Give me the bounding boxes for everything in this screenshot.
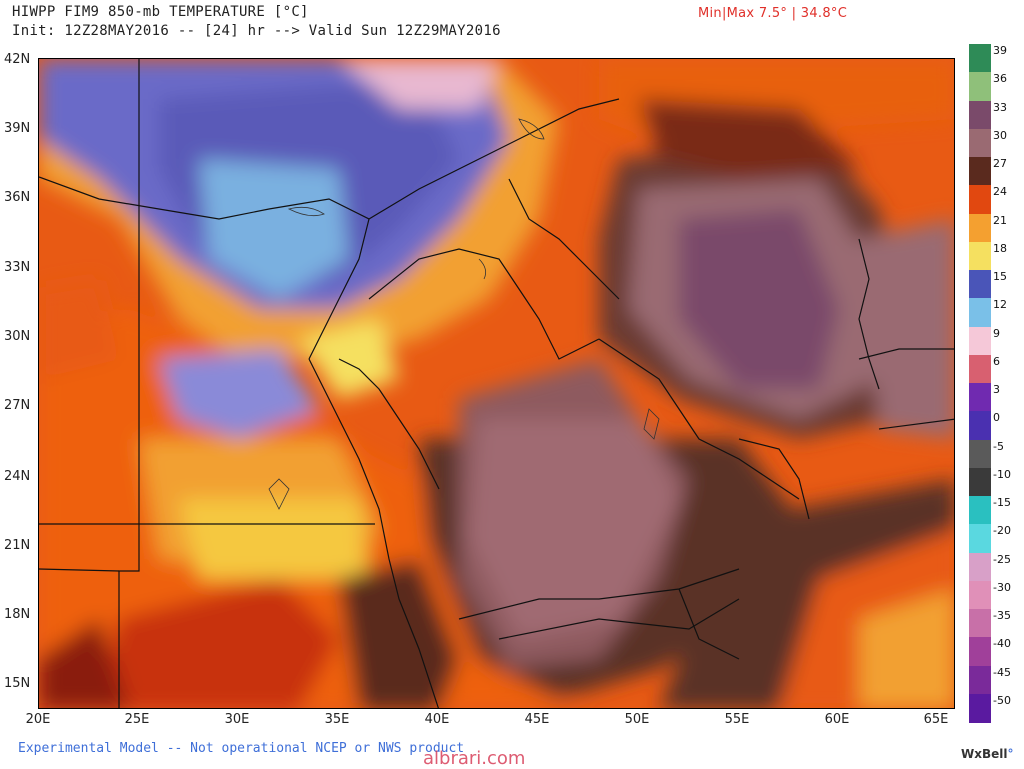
lon-label: 40E — [424, 712, 450, 727]
color-scale-segment — [969, 439, 991, 469]
color-scale-segment — [969, 665, 991, 695]
color-scale-label: -5 — [993, 439, 1004, 453]
lat-label: 36N — [4, 190, 31, 205]
color-scale-label: -25 — [993, 552, 1011, 566]
lat-label: 42N — [4, 52, 31, 67]
color-scale-segment — [969, 326, 991, 356]
color-scale-label: 21 — [993, 213, 1007, 227]
init-valid-line: Init: 12Z28MAY2016 -- [24] hr --> Valid … — [12, 23, 501, 39]
lon-label: 65E — [923, 712, 949, 727]
lat-label: 39N — [4, 121, 31, 136]
color-scale-segment — [969, 213, 991, 243]
lat-label: 18N — [4, 607, 31, 622]
lat-label: 21N — [4, 538, 31, 553]
coastline-details — [268, 118, 660, 510]
color-scale-label: 36 — [993, 72, 1007, 86]
color-scale-label: -35 — [993, 609, 1011, 622]
color-scale-segment — [969, 609, 991, 638]
color-scale-label: 27 — [993, 157, 1007, 170]
color-scale-label: -45 — [993, 665, 1011, 679]
lon-label: 60E — [824, 712, 850, 727]
map-canvas — [39, 59, 954, 708]
color-scale-segment — [969, 467, 991, 497]
lon-label: 55E — [724, 712, 750, 727]
color-scale-label: 12 — [993, 298, 1007, 312]
color-scale-label: 18 — [993, 241, 1007, 255]
lat-label: 15N — [4, 676, 31, 691]
color-scale-segment — [969, 241, 991, 271]
color-scale-segment — [969, 157, 991, 186]
map-title: HIWPP FIM9 850-mb TEMPERATURE [°C] — [12, 4, 309, 20]
lat-label: 33N — [4, 260, 31, 275]
color-scale-segment — [969, 693, 991, 723]
color-scale-segment — [969, 496, 991, 525]
lon-label: 25E — [124, 712, 150, 727]
color-scale-label: 3 — [993, 383, 1000, 396]
color-scale-segment — [969, 100, 991, 130]
color-scale-label: 30 — [993, 128, 1007, 142]
brand-logo: WxBell° — [961, 747, 1014, 761]
lat-label: 27N — [4, 398, 31, 413]
lon-label: 45E — [524, 712, 550, 727]
color-scale-segment — [969, 552, 991, 582]
disclaimer-footer: Experimental Model -- Not operational NC… — [18, 741, 465, 756]
color-scale-label: 6 — [993, 354, 1000, 368]
lon-label: 35E — [324, 712, 350, 727]
lat-label: 30N — [4, 329, 31, 344]
color-scale-label: -40 — [993, 637, 1011, 651]
color-scale-bar — [969, 44, 991, 723]
color-scale-segment — [969, 524, 991, 553]
color-scale-label: -30 — [993, 580, 1011, 594]
color-scale-label: 0 — [993, 411, 1000, 425]
temperature-shading — [39, 59, 954, 708]
color-scale-label: 24 — [993, 185, 1007, 199]
color-scale-label: -15 — [993, 496, 1011, 509]
color-scale-segment — [969, 185, 991, 214]
color-scale-segment — [969, 411, 991, 440]
color-scale-segment — [969, 128, 991, 158]
color-scale-segment — [969, 270, 991, 299]
color-scale-label: -10 — [993, 467, 1011, 481]
boundary-lines — [39, 59, 954, 708]
color-scale-segment — [969, 298, 991, 327]
lon-label: 50E — [624, 712, 650, 727]
temperature-map[interactable] — [38, 58, 955, 709]
color-scale-segment — [969, 383, 991, 412]
color-scale-label: 39 — [993, 44, 1007, 57]
color-scale-segment — [969, 44, 991, 73]
lat-label: 24N — [4, 469, 31, 484]
color-scale-label: 9 — [993, 326, 1000, 340]
lon-label: 20E — [25, 712, 51, 727]
color-scale-segment — [969, 72, 991, 101]
min-max-readout: Min|Max 7.5° | 34.8°C — [698, 6, 848, 21]
color-scale-segment — [969, 637, 991, 666]
color-scale-label: 33 — [993, 100, 1007, 114]
lon-label: 30E — [224, 712, 250, 727]
color-scale-label: -50 — [993, 693, 1011, 707]
color-scale-segment — [969, 580, 991, 610]
color-scale-label: -20 — [993, 524, 1011, 538]
color-scale-segment — [969, 354, 991, 384]
watermark: albrari.com — [423, 748, 526, 769]
color-scale-label: 15 — [993, 270, 1007, 283]
